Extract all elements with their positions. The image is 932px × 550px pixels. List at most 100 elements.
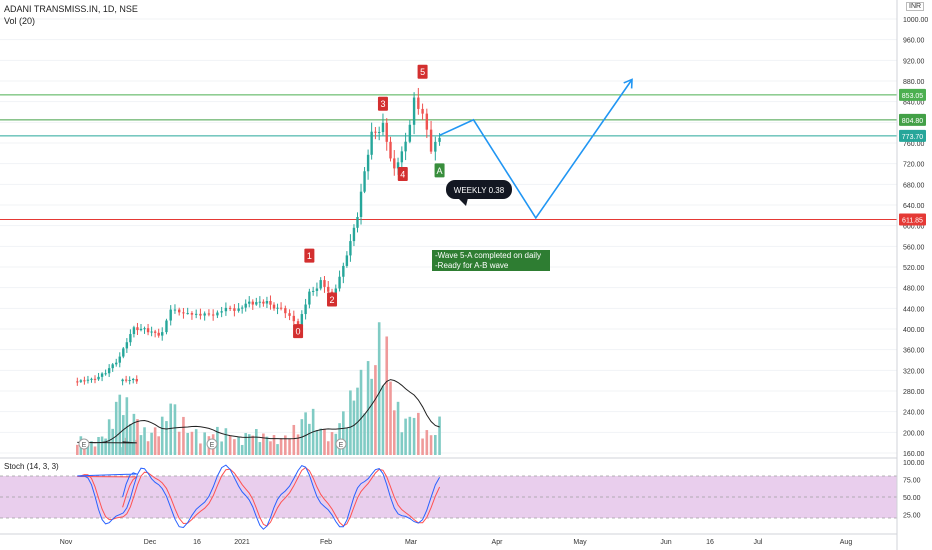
candle-body: [135, 378, 138, 382]
volume-bar: [165, 421, 168, 455]
candle-body: [319, 280, 322, 289]
candle-body: [349, 241, 352, 256]
candle-body: [136, 327, 139, 331]
volume-bar: [194, 429, 198, 455]
candle-body: [366, 154, 370, 172]
candle-body: [269, 301, 272, 305]
volume-bar: [247, 434, 251, 455]
grid-lines: [0, 18, 897, 454]
wave-labels[interactable]: 0 1 2 3 4 5 A: [293, 64, 445, 339]
horizontal-levels[interactable]: [0, 94, 897, 221]
volume-bar: [425, 430, 429, 455]
wave-label-text: 2: [330, 295, 335, 305]
wave-label-text: 4: [400, 170, 405, 180]
callout-tail: [458, 198, 468, 206]
wave-label-text: 0: [296, 327, 301, 337]
stoch-axis: 100.00 75.00 50.00 25.00: [903, 460, 925, 520]
level-price-label: 773.70: [902, 134, 924, 141]
price-tick-label: 720.00: [903, 162, 925, 169]
stoch-d-line: [77, 466, 441, 527]
projection-path[interactable]: [439, 78, 633, 220]
candle-body: [396, 162, 400, 169]
stoch-k-line: [77, 464, 441, 530]
wave-label-text: 3: [380, 99, 385, 109]
candle-body: [194, 313, 198, 315]
volume-bar: [359, 369, 363, 455]
volume-bar: [284, 435, 287, 455]
candle-body: [356, 216, 359, 228]
level-price-tag: [899, 213, 926, 226]
time-tick-label: Dec: [144, 539, 157, 546]
candle-body: [190, 313, 194, 315]
volume-bar: [438, 416, 441, 455]
volume-bar: [356, 387, 359, 455]
volume-bar: [352, 400, 356, 455]
level-price-tag: [899, 88, 926, 101]
candle-body: [76, 381, 79, 383]
level-price-tag: [899, 129, 926, 142]
volume-bar: [385, 336, 389, 455]
volume-ma-line: [77, 379, 440, 444]
candle-body: [237, 308, 240, 311]
candle-body: [359, 191, 363, 217]
candle-body: [79, 380, 83, 382]
level-price-tag: [899, 113, 926, 126]
candle-body: [182, 312, 185, 314]
stoch-band-fill: [0, 476, 897, 518]
time-tick-label: Mar: [405, 539, 418, 546]
volume-bar: [262, 433, 265, 455]
candle-body: [296, 321, 300, 326]
candle-body: [308, 291, 311, 305]
volume-bar: [186, 432, 189, 455]
volume-bar: [408, 416, 412, 455]
candle-body: [128, 380, 131, 382]
candle-body: [389, 141, 392, 159]
volume-bar: [434, 435, 437, 455]
candle-body: [255, 302, 258, 305]
weekly-callout[interactable]: WEEKLY 0.38: [446, 180, 512, 206]
volume-bar: [190, 431, 194, 455]
volume-bar: [125, 397, 129, 455]
volume-indicator-label: Vol (20): [4, 16, 36, 26]
time-axis[interactable]: Nov Dec 16 2021 Feb Mar Apr May Jun 16 Jul Aug: [0, 533, 897, 546]
callout-text: WEEKLY 0.38: [454, 186, 505, 195]
volume-bar: [143, 427, 146, 455]
candle-body: [374, 131, 377, 133]
level-price-label: 804.80: [902, 118, 924, 125]
candle-body: [338, 276, 341, 289]
candle-body: [124, 379, 128, 381]
earnings-marker-letter: E: [82, 442, 87, 449]
callout-bubble: [446, 180, 512, 199]
time-tick-label: May: [573, 539, 587, 546]
candle-body: [93, 378, 97, 380]
volume-bar: [366, 361, 370, 455]
volume-bar: [224, 428, 228, 455]
volume-bar: [269, 441, 272, 455]
volume-bar: [114, 401, 118, 455]
wave-note-box[interactable]: -Wave 5-A completed on daily-Ready for A…: [432, 250, 550, 271]
currency-badge[interactable]: INR: [906, 2, 925, 11]
volume-bar: [139, 435, 143, 455]
wave-label-box: [417, 64, 428, 79]
volume-bar: [220, 441, 223, 455]
volume-bar: [288, 438, 291, 455]
volume-bar: [276, 444, 279, 455]
volume-bar: [182, 416, 185, 455]
stoch-tick-label: 75.00: [903, 478, 921, 485]
price-axis[interactable]: 1000.00960.00920.00880.00840.00800.00760…: [896, 0, 928, 550]
candle-body: [115, 362, 118, 365]
candle-body: [132, 327, 136, 335]
candle-body: [132, 378, 135, 381]
candle-body: [421, 108, 424, 114]
volume-bar: [412, 417, 416, 455]
volume-bar: [389, 381, 392, 455]
candles[interactable]: [76, 87, 441, 386]
candle-body: [107, 368, 111, 374]
wave-label-box: [397, 167, 408, 181]
candle-body: [327, 286, 330, 292]
price-tick-label: 840.00: [903, 100, 925, 107]
candle-body: [381, 122, 385, 133]
candle-body: [404, 141, 407, 152]
